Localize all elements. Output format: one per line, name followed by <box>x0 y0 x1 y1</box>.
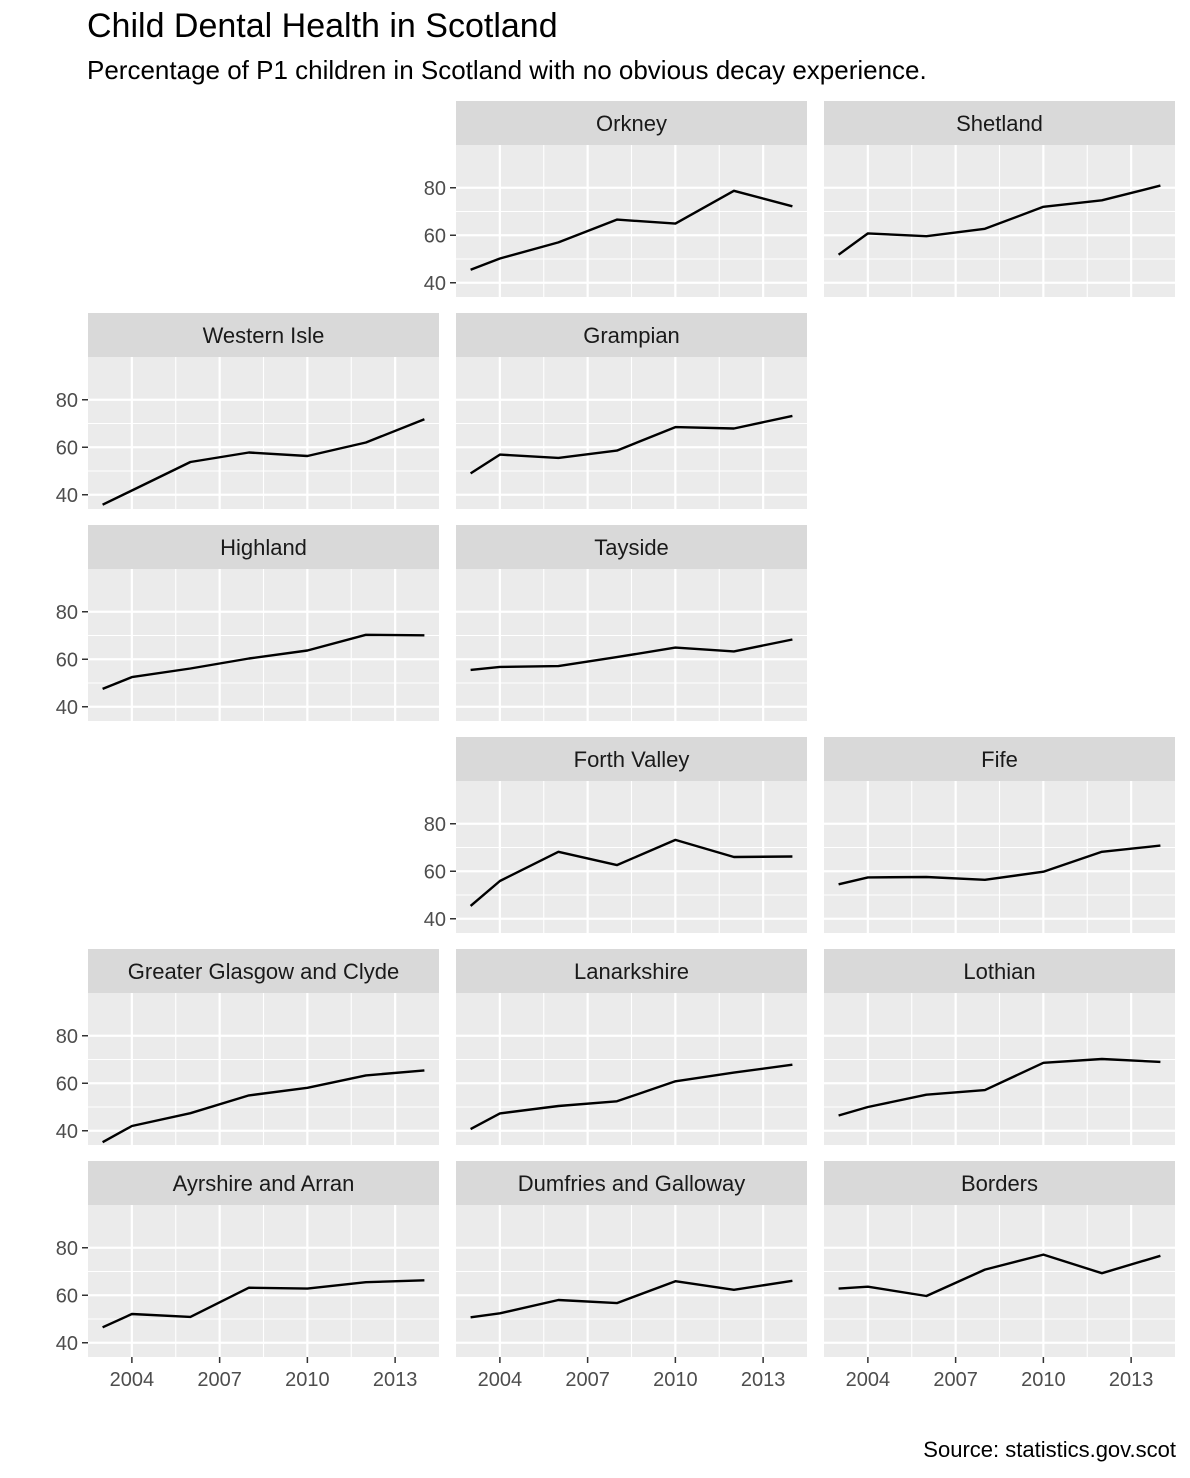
y-tick-label: 40 <box>56 1121 78 1143</box>
facet-strip <box>88 313 439 357</box>
facet-strip-label: Ayrshire and Arran <box>173 1171 355 1196</box>
facet-strip <box>88 525 439 569</box>
facet-strip <box>88 1161 439 1205</box>
facet-strip <box>88 949 439 993</box>
y-tick-label: 40 <box>56 1333 78 1355</box>
facet-strip-label: Grampian <box>583 323 680 348</box>
facet-strip-label: Shetland <box>956 111 1043 136</box>
y-tick-label: 60 <box>424 861 446 883</box>
x-tick-label: 2007 <box>933 1369 978 1391</box>
facet-strip-label: Lanarkshire <box>574 959 689 984</box>
facet-strip <box>456 737 807 781</box>
x-tick-label: 2010 <box>285 1369 330 1391</box>
facet-strip-label: Lothian <box>963 959 1035 984</box>
y-tick-label: 40 <box>56 485 78 507</box>
x-tick-label: 2004 <box>110 1369 155 1391</box>
facet-strip-label: Forth Valley <box>574 747 690 772</box>
y-tick-label: 60 <box>56 649 78 671</box>
facet-strip-label: Western Isle <box>203 323 325 348</box>
chart-title: Child Dental Health in Scotland <box>87 7 558 45</box>
y-tick-label: 80 <box>56 390 78 412</box>
chart-subtitle: Percentage of P1 children in Scotland wi… <box>87 55 927 85</box>
facet-strip <box>456 525 807 569</box>
facet-strip-label: Borders <box>961 1171 1038 1196</box>
y-tick-label: 60 <box>56 1285 78 1307</box>
facet-strip <box>456 101 807 145</box>
y-tick-label: 80 <box>56 602 78 624</box>
facet-strip <box>456 313 807 357</box>
facet-strip-label: Highland <box>220 535 307 560</box>
facet-strip <box>824 1161 1175 1205</box>
facet-strip <box>824 101 1175 145</box>
y-tick-label: 80 <box>56 1238 78 1260</box>
facet-strip-label: Greater Glasgow and Clyde <box>128 959 399 984</box>
x-tick-label: 2004 <box>478 1369 523 1391</box>
x-tick-label: 2013 <box>741 1369 786 1391</box>
y-tick-label: 40 <box>424 909 446 931</box>
facet-strip <box>824 949 1175 993</box>
x-tick-label: 2007 <box>197 1369 242 1391</box>
x-tick-label: 2007 <box>565 1369 610 1391</box>
facet-strip-label: Orkney <box>596 111 667 136</box>
x-tick-label: 2010 <box>653 1369 698 1391</box>
facet-strip-label: Dumfries and Galloway <box>518 1171 745 1196</box>
y-tick-label: 60 <box>424 225 446 247</box>
y-tick-label: 40 <box>424 273 446 295</box>
x-tick-label: 2010 <box>1021 1369 1066 1391</box>
y-tick-label: 60 <box>56 437 78 459</box>
facet-strip-label: Tayside <box>594 535 669 560</box>
x-tick-label: 2013 <box>1109 1369 1154 1391</box>
facet-strip <box>456 949 807 993</box>
y-tick-label: 80 <box>424 814 446 836</box>
y-tick-label: 40 <box>56 697 78 719</box>
y-tick-label: 80 <box>424 178 446 200</box>
facet-strip <box>824 737 1175 781</box>
facet-strip <box>456 1161 807 1205</box>
x-tick-label: 2013 <box>373 1369 418 1391</box>
facet-strip-label: Fife <box>981 747 1018 772</box>
y-tick-label: 60 <box>56 1073 78 1095</box>
x-tick-label: 2004 <box>846 1369 891 1391</box>
y-tick-label: 80 <box>56 1026 78 1048</box>
chart-caption: Source: statistics.gov.scot <box>923 1437 1176 1462</box>
